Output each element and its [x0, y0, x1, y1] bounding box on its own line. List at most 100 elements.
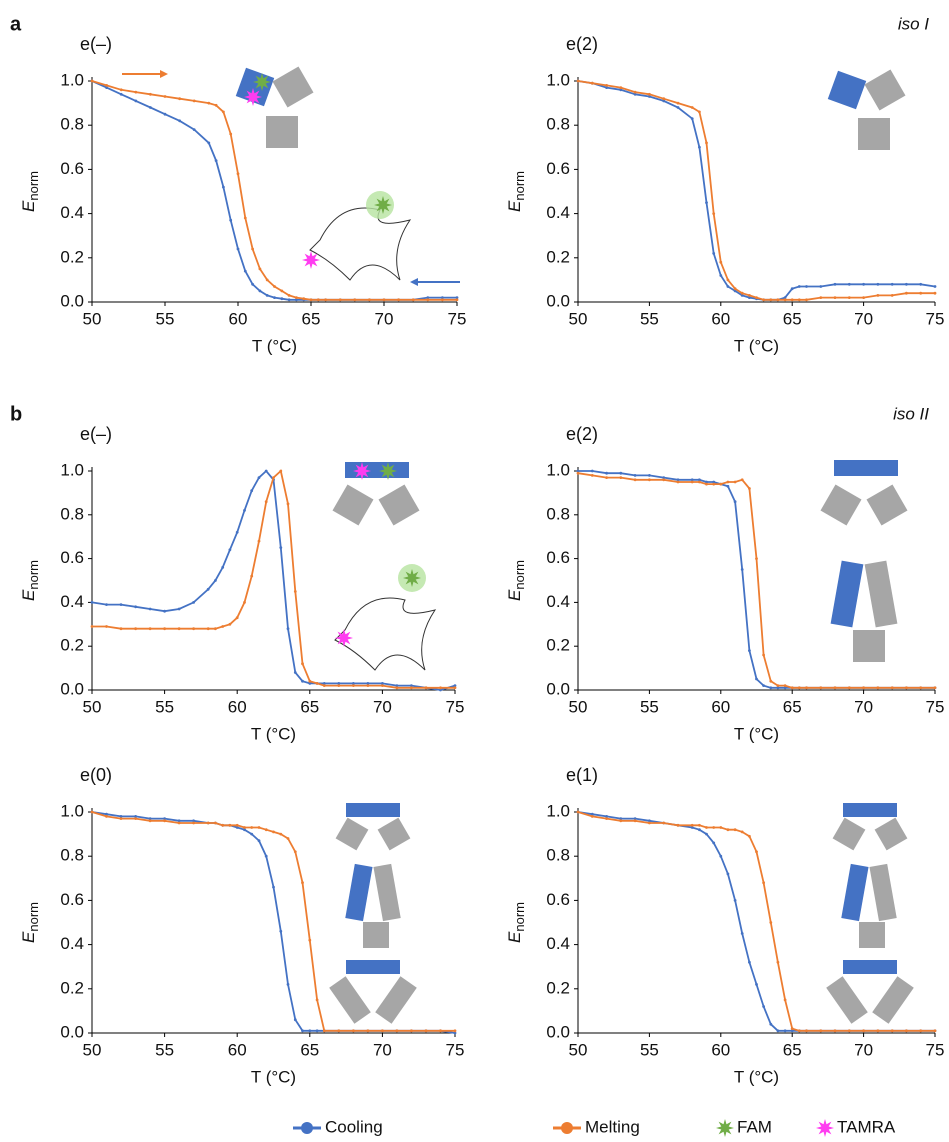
legend-label: FAM: [737, 1117, 772, 1136]
x-tick-label: 75: [926, 697, 945, 716]
series-line: [576, 810, 937, 1033]
legend-star: [716, 1119, 734, 1137]
panel-label: a: [10, 13, 22, 35]
chart-panel: b e(–) 0.0 0.2 0.4 0.6 0.8 1.0 50 55 60 65 70 75 T (°C…: [10, 403, 464, 743]
dye-star: [253, 73, 271, 91]
chart-title: e(–): [80, 424, 112, 444]
y-tick-label: 0.0: [60, 291, 84, 310]
y-tick-label: 0.8: [546, 115, 570, 134]
y-tick-label: 0.4: [60, 203, 84, 222]
y-label-symbol: E: [19, 200, 38, 212]
x-tick-label: 65: [783, 697, 802, 716]
x-axis-label: T (°C): [251, 724, 296, 743]
dye-star: [379, 462, 397, 480]
y-label-subscript: norm: [512, 560, 527, 590]
y-tick-label: 0.6: [60, 548, 84, 567]
legend-label: Cooling: [325, 1117, 383, 1136]
series-line: [90, 79, 459, 302]
y-tick-label: 1.0: [546, 801, 570, 820]
x-tick-label: 55: [640, 1040, 659, 1059]
y-tick-label: 0.2: [60, 636, 84, 655]
dye-star: [403, 569, 421, 587]
y-tick-label: 0.8: [60, 115, 84, 134]
chart-title: e(–): [80, 34, 112, 54]
x-tick-label: 75: [446, 1040, 465, 1059]
legend-dot: [301, 1122, 313, 1134]
x-tick-label: 55: [156, 309, 175, 328]
x-tick-label: 65: [300, 697, 319, 716]
x-tick-label: 65: [783, 309, 802, 328]
x-tick-label: 75: [926, 309, 945, 328]
y-axis-label: Enorm: [19, 560, 41, 601]
series-line: [90, 469, 457, 690]
y-tick-label: 0.0: [546, 679, 570, 698]
y-axis-label: Enorm: [505, 560, 527, 601]
y-tick-label: 0.0: [546, 291, 570, 310]
legend-star: [816, 1119, 834, 1137]
legend-dot: [561, 1122, 573, 1134]
y-tick-label: 1.0: [546, 460, 570, 479]
x-tick-label: 60: [229, 309, 248, 328]
y-tick-label: 0.6: [546, 548, 570, 567]
x-tick-label: 55: [640, 309, 659, 328]
y-tick-label: 0.0: [60, 1022, 84, 1041]
panel-label: b: [10, 403, 22, 425]
x-tick-label: 70: [854, 697, 873, 716]
y-label-symbol: E: [505, 589, 524, 601]
x-axis-label: T (°C): [734, 1067, 779, 1086]
y-label-subscript: norm: [26, 171, 41, 201]
x-tick-label: 50: [83, 697, 102, 716]
annotation: iso II: [893, 404, 929, 423]
y-label-subscript: norm: [512, 902, 527, 932]
annotation: iso I: [898, 14, 929, 33]
series-line: [576, 79, 937, 302]
x-tick-label: 50: [83, 309, 102, 328]
y-tick-label: 1.0: [60, 801, 84, 820]
x-tick-label: 70: [854, 1040, 873, 1059]
x-tick-label: 70: [854, 309, 873, 328]
chart-title: e(1): [566, 765, 598, 785]
y-label-subscript: norm: [26, 560, 41, 590]
x-tick-label: 70: [375, 309, 394, 328]
series-line: [576, 471, 937, 690]
x-tick-label: 55: [640, 697, 659, 716]
x-tick-label: 70: [373, 697, 392, 716]
x-tick-label: 60: [711, 1040, 730, 1059]
y-tick-label: 0.6: [546, 890, 570, 909]
y-tick-label: 0.8: [546, 846, 570, 865]
x-tick-label: 75: [448, 309, 467, 328]
x-tick-label: 60: [228, 1040, 247, 1059]
y-tick-label: 0.8: [60, 504, 84, 523]
y-tick-label: 0.6: [546, 159, 570, 178]
y-tick-label: 0.8: [60, 846, 84, 865]
x-tick-label: 50: [569, 697, 588, 716]
y-tick-label: 0.0: [60, 679, 84, 698]
y-axis-label: Enorm: [19, 902, 41, 943]
x-tick-label: 60: [228, 697, 247, 716]
dye-star: [302, 251, 320, 269]
y-tick-label: 0.2: [60, 247, 84, 266]
x-tick-label: 75: [926, 1040, 945, 1059]
y-tick-label: 0.6: [60, 159, 84, 178]
y-tick-label: 0.2: [546, 247, 570, 266]
legend-label: Melting: [585, 1117, 640, 1136]
x-tick-label: 60: [711, 697, 730, 716]
x-axis-label: T (°C): [734, 724, 779, 743]
y-tick-label: 1.0: [60, 460, 84, 479]
x-tick-label: 65: [300, 1040, 319, 1059]
x-axis-label: T (°C): [252, 336, 297, 355]
chart-title: e(2): [566, 34, 598, 54]
y-tick-label: 0.4: [546, 203, 570, 222]
dye-star: [374, 196, 392, 214]
x-tick-label: 65: [783, 1040, 802, 1059]
y-tick-label: 1.0: [60, 70, 84, 89]
dye-star: [353, 462, 371, 480]
y-label-subscript: norm: [512, 171, 527, 201]
chart-panel: iso I e(2) 0.0 0.2 0.4 0.6 0.8 1.0 50 55 60 65 70 75 T…: [505, 14, 944, 355]
chart-panel: e(1) 0.0 0.2 0.4 0.6 0.8 1.0 50 55 60 65 70 75 T (°C)…: [505, 765, 944, 1087]
series-line: [576, 79, 937, 302]
legend-label: TAMRA: [837, 1117, 896, 1136]
x-tick-label: 65: [302, 309, 321, 328]
